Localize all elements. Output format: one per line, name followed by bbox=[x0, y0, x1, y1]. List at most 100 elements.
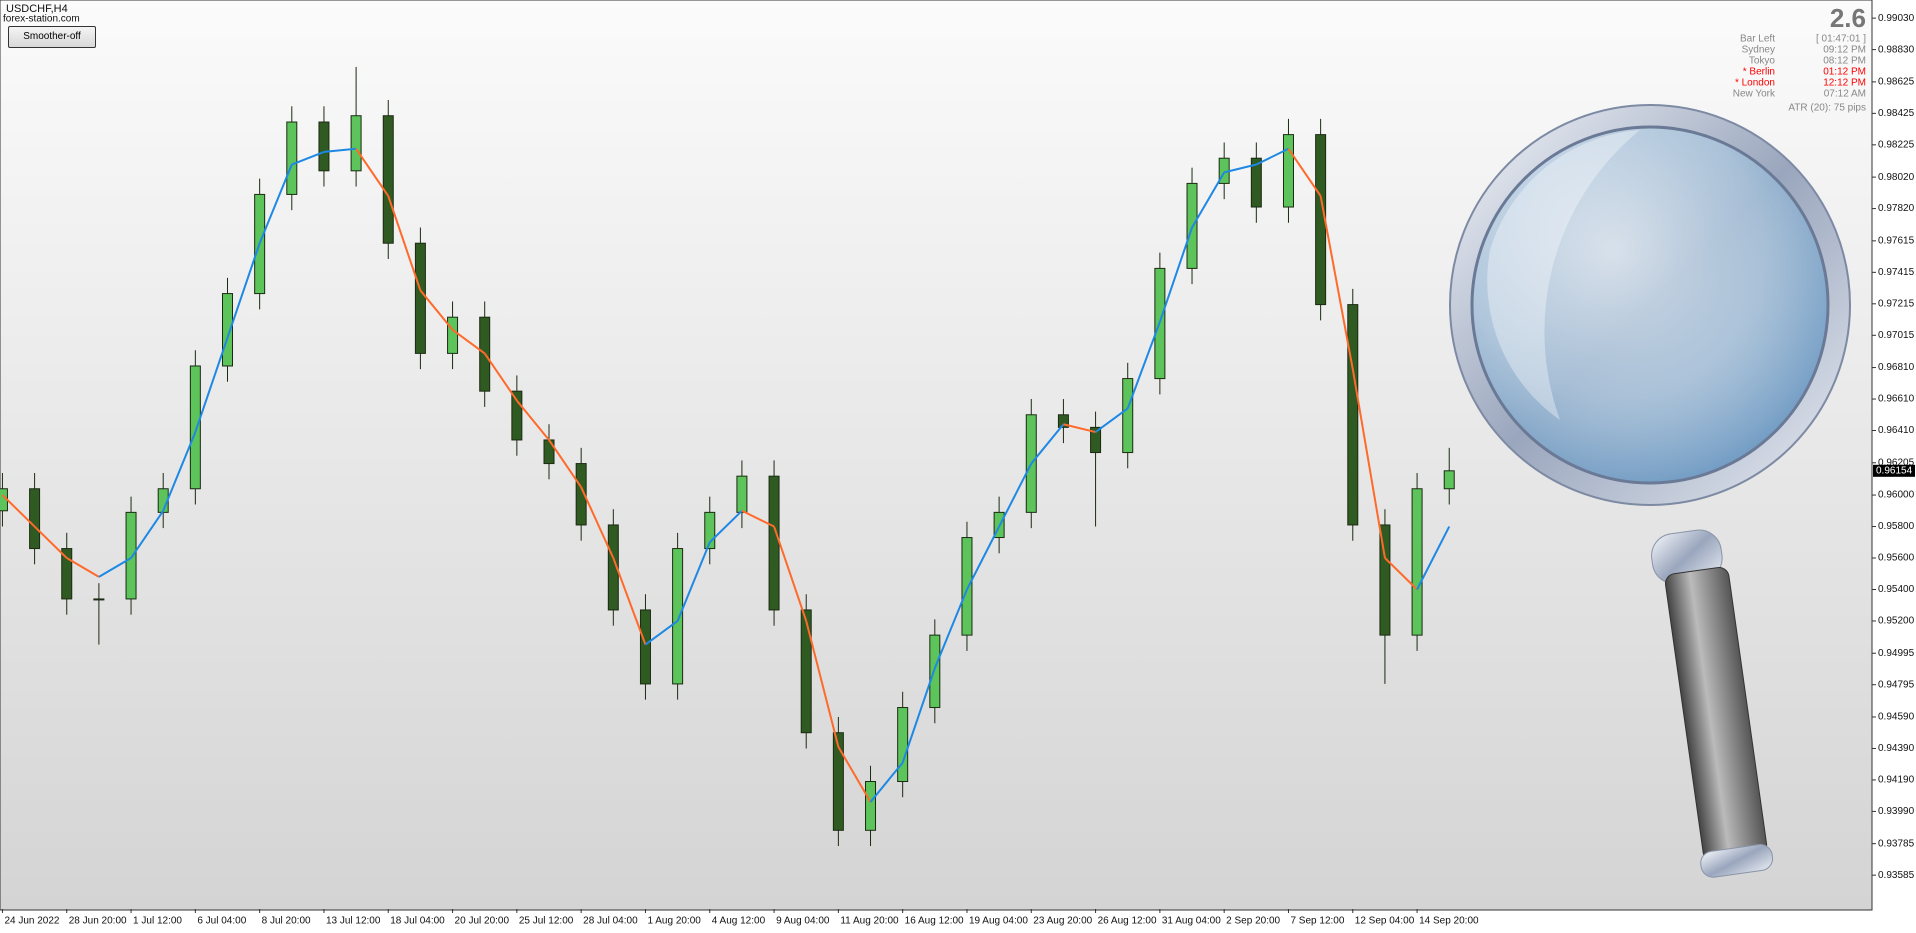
x-tick-label: 28 Jun 20:00 bbox=[69, 916, 127, 927]
candle-body bbox=[1090, 426, 1102, 454]
candle-body bbox=[1379, 524, 1391, 636]
y-tick-label: 0.98830 bbox=[1878, 44, 1915, 55]
candle-body bbox=[800, 609, 812, 734]
smoother-segment bbox=[1384, 557, 1418, 591]
candle-body bbox=[1122, 378, 1134, 454]
candle-body bbox=[865, 781, 877, 831]
info-label: New York bbox=[1733, 89, 1776, 100]
x-tick-label: 19 Aug 04:00 bbox=[969, 916, 1028, 927]
info-time: 12:12 PM bbox=[1823, 78, 1866, 89]
y-tick-label: 0.93990 bbox=[1878, 806, 1915, 817]
y-tick-label: 0.97615 bbox=[1878, 235, 1915, 246]
x-tick-label: 23 Aug 20:00 bbox=[1033, 916, 1092, 927]
smoother-segment bbox=[1, 494, 36, 528]
smoother-segment bbox=[387, 195, 422, 291]
candle-body bbox=[704, 511, 716, 550]
info-time: 08:12 PM bbox=[1823, 56, 1866, 67]
x-tick-label: 9 Aug 04:00 bbox=[776, 916, 830, 927]
smoother-segment bbox=[194, 337, 229, 433]
y-tick-label: 0.93785 bbox=[1878, 838, 1915, 849]
candle-body bbox=[1347, 304, 1359, 526]
y-tick-label: 0.96000 bbox=[1878, 490, 1915, 501]
smoother-segment bbox=[98, 557, 132, 578]
y-tick-label: 0.94390 bbox=[1878, 743, 1915, 754]
y-tick-label: 0.94795 bbox=[1878, 679, 1915, 690]
y-tick-label: 0.95200 bbox=[1878, 616, 1915, 627]
info-value: 2.6 bbox=[1830, 3, 1866, 33]
x-tick-label: 25 Jul 12:00 bbox=[519, 916, 574, 927]
price-tag-label: 0.96154 bbox=[1876, 465, 1913, 476]
smoother-segment bbox=[709, 510, 743, 543]
smoother-segment bbox=[33, 525, 68, 559]
smoother-segment bbox=[805, 620, 840, 748]
candle-body bbox=[318, 121, 330, 172]
smoother-segment bbox=[933, 589, 968, 669]
x-tick-label: 6 Jul 04:00 bbox=[197, 916, 246, 927]
y-tick-label: 0.97015 bbox=[1878, 330, 1915, 341]
smoother-segment bbox=[1255, 147, 1289, 166]
smoother-button[interactable]: Smoother-off bbox=[8, 26, 96, 48]
x-tick-label: 1 Aug 20:00 bbox=[647, 916, 701, 927]
x-tick-label: 18 Jul 04:00 bbox=[390, 916, 445, 927]
smoother-segment bbox=[323, 147, 357, 153]
y-tick-label: 0.96205 bbox=[1878, 457, 1915, 468]
info-label: Sydney bbox=[1742, 45, 1775, 56]
y-tick-label: 0.96410 bbox=[1878, 425, 1915, 436]
smoother-segment bbox=[162, 431, 197, 512]
candle-body bbox=[1057, 414, 1069, 428]
y-tick-label: 0.94995 bbox=[1878, 648, 1915, 659]
candle-body bbox=[575, 463, 587, 526]
x-tick-label: 13 Jul 12:00 bbox=[326, 916, 381, 927]
price-tag bbox=[1873, 464, 1915, 477]
magnifier-lens bbox=[1470, 125, 1830, 485]
y-tick-label: 0.98020 bbox=[1878, 172, 1915, 183]
x-tick-label: 28 Jul 04:00 bbox=[583, 916, 638, 927]
y-tick-label: 0.95800 bbox=[1878, 521, 1915, 532]
smoother-segment bbox=[516, 399, 550, 441]
x-tick-label: 11 Aug 20:00 bbox=[840, 916, 899, 927]
y-tick-label: 0.97215 bbox=[1878, 298, 1915, 309]
candle-body bbox=[1282, 134, 1294, 208]
marks bbox=[0, 66, 1455, 847]
magnifier bbox=[1449, 104, 1851, 878]
candle-body bbox=[125, 511, 137, 600]
chart-subtitle: forex-station.com bbox=[3, 14, 80, 25]
candle-body bbox=[1443, 470, 1455, 490]
candle-body bbox=[61, 548, 73, 600]
atr-label: ATR (20): 75 pips bbox=[1788, 103, 1866, 114]
magnifier-cap bbox=[1700, 844, 1774, 878]
smoother-segment bbox=[773, 526, 808, 622]
y-tick-label: 0.97415 bbox=[1878, 267, 1915, 278]
candle-body bbox=[93, 598, 105, 601]
smoother-segment bbox=[130, 510, 165, 559]
y-tick-label: 0.94590 bbox=[1878, 712, 1915, 723]
smoother-segment bbox=[1126, 321, 1161, 409]
y-tick-label: 0.98425 bbox=[1878, 108, 1915, 119]
smoother-segment bbox=[451, 328, 486, 355]
x-tick-label: 26 Aug 12:00 bbox=[1098, 916, 1157, 927]
y-tick-label: 0.95600 bbox=[1878, 553, 1915, 564]
candle-body bbox=[672, 548, 684, 685]
candle-body bbox=[607, 524, 619, 611]
smoother-segment bbox=[1319, 195, 1354, 370]
info-time: 07:12 AM bbox=[1824, 89, 1866, 100]
y-tick-label: 0.99030 bbox=[1878, 13, 1915, 24]
y-tick-label: 0.96810 bbox=[1878, 362, 1915, 373]
y-tick-label: 0.98225 bbox=[1878, 139, 1915, 150]
y-tick-label: 0.95400 bbox=[1878, 584, 1915, 595]
smoother-segment bbox=[1191, 171, 1226, 228]
candle-body bbox=[511, 390, 523, 441]
lens-glare bbox=[1487, 130, 1640, 420]
candle-body bbox=[29, 488, 41, 550]
candle-body bbox=[447, 316, 459, 354]
smoother-segment bbox=[1287, 148, 1322, 197]
x-tick-label: 16 Aug 12:00 bbox=[905, 916, 964, 927]
candle-body bbox=[929, 634, 941, 709]
smoother-segment bbox=[258, 164, 293, 244]
smoother-segment bbox=[291, 150, 325, 166]
x-tick-label: 7 Sep 12:00 bbox=[1290, 916, 1344, 927]
candle-body bbox=[897, 707, 909, 783]
smoother-segment bbox=[1223, 163, 1257, 174]
